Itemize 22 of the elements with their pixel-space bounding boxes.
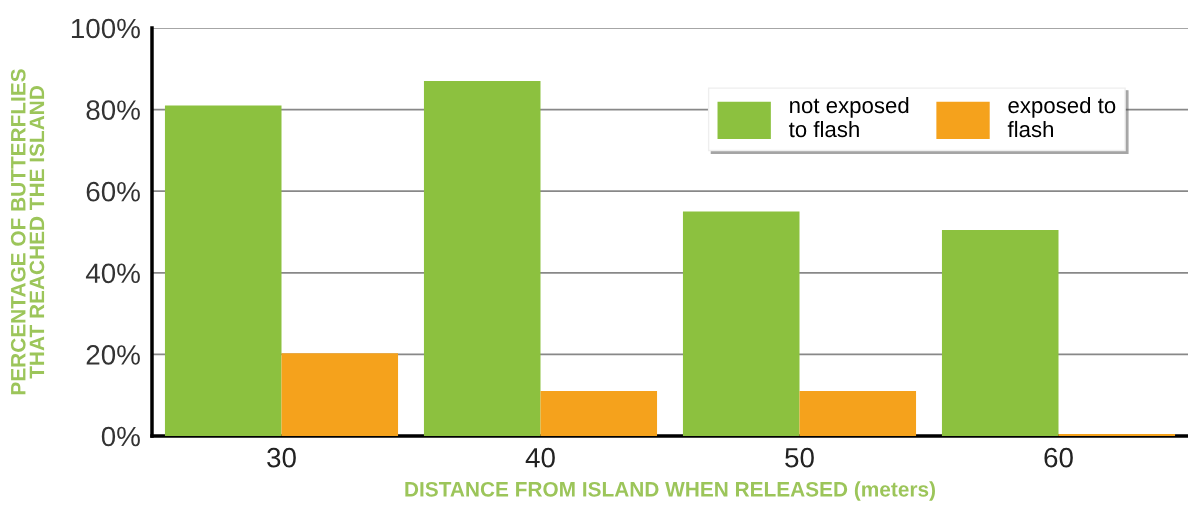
x-tick-label: 60 — [1044, 447, 1073, 468]
x-tick-label: 40 — [525, 447, 555, 468]
y-tick-label: 80% — [86, 100, 140, 120]
y-tick-label: 60% — [86, 181, 140, 202]
bar — [799, 391, 917, 436]
bar — [682, 211, 800, 436]
y-tick-label: 20% — [86, 345, 140, 365]
x-tick-label: 50 — [785, 447, 814, 468]
y-axis-title: PERCENTAGE OF BUTTERFLIES THAT REACHED THE ISLAND — [10, 69, 45, 395]
y-tick-label: 100% — [71, 18, 140, 39]
x-axis-title: DISTANCE FROM ISLAND WHEN RELEASED (meters) — [405, 481, 935, 501]
legend-label: exposed to flash — [1007, 96, 1116, 138]
x-tick-label: 30 — [267, 447, 296, 468]
legend-label: not exposed to flash — [788, 96, 909, 138]
bar — [423, 81, 541, 436]
y-tick-label: 40% — [85, 263, 140, 284]
bar — [540, 391, 658, 436]
bar — [281, 353, 399, 436]
bar — [164, 105, 282, 436]
bar — [941, 229, 1059, 436]
bar — [1058, 433, 1176, 436]
y-tick-label: 0% — [101, 426, 140, 447]
